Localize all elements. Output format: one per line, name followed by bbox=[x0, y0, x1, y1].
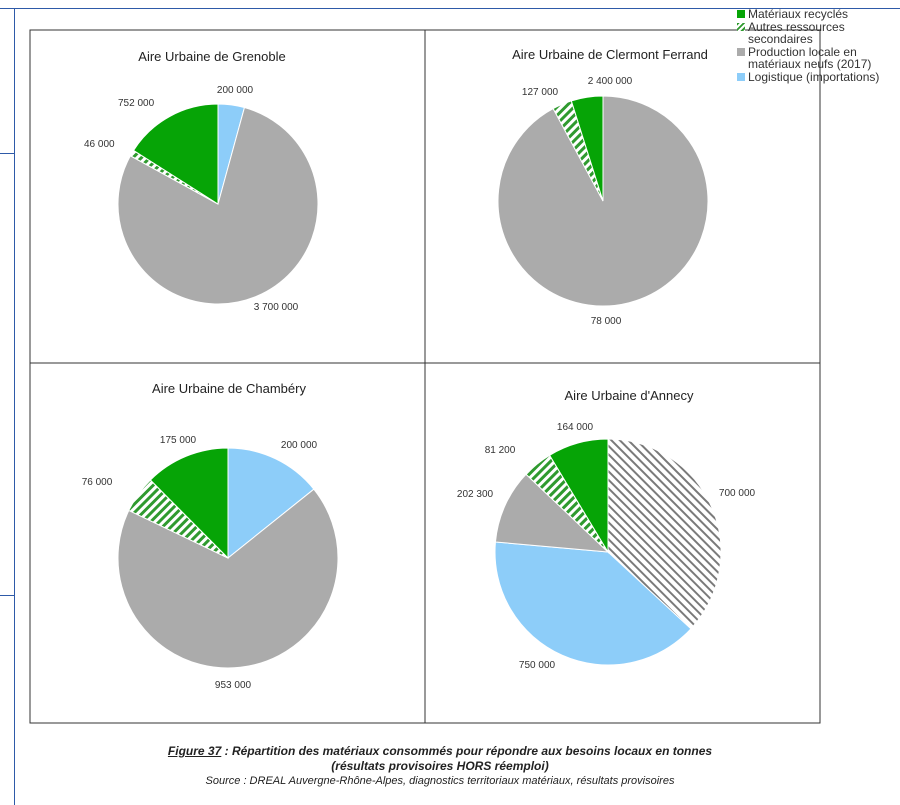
slice-label-clermont-recycled: 127 000 bbox=[522, 87, 559, 98]
pie-slice-grenoble-recycled bbox=[132, 103, 219, 205]
pie-slice-annecy-recycled bbox=[548, 438, 609, 554]
legend-label-local: Production locale en matériaux neufs (20… bbox=[748, 45, 872, 71]
slice-label-annecy-logistics: 750 000 bbox=[519, 660, 556, 671]
legend-item-logistics: Logistique (importations) bbox=[737, 71, 900, 83]
slice-label-clermont-local: 2 400 000 bbox=[588, 76, 633, 87]
slice-label-annecy-local: 202 300 bbox=[457, 489, 494, 500]
page-rule-top bbox=[0, 8, 900, 9]
panel-frames bbox=[29, 29, 821, 724]
legend-label-logistics: Logistique (importations) bbox=[748, 70, 880, 84]
slice-label-chambery-logistics: 200 000 bbox=[281, 440, 318, 451]
legend-item-recycled: Matériaux recyclés bbox=[737, 8, 900, 20]
legend-item-local: Production locale en matériaux neufs (20… bbox=[737, 46, 900, 70]
pie-slice-annecy-logistics bbox=[494, 541, 692, 666]
slice-label-grenoble-logistics: 200 000 bbox=[217, 85, 254, 96]
caption-line-2: (résultats provisoires HORS réemploi) bbox=[331, 759, 549, 773]
slice-label-chambery-local: 953 000 bbox=[215, 680, 252, 691]
chart-title-annecy: Aire Urbaine d'Annecy bbox=[565, 388, 694, 403]
legend-swatch-secondary bbox=[737, 23, 745, 31]
slice-label-annecy-recycled: 164 000 bbox=[557, 422, 594, 433]
pie-slice-chambery-recycled bbox=[149, 447, 229, 560]
figure-caption: Figure 37 : Répartition des matériaux co… bbox=[30, 744, 850, 788]
pie-slice-annecy-local bbox=[494, 473, 610, 553]
page-rule-left bbox=[14, 8, 15, 805]
chart-legend: Matériaux recyclés Autres ressources sec… bbox=[737, 8, 900, 84]
pie-slice-chambery-local bbox=[117, 488, 339, 669]
slice-label-clermont-secondary: 78 000 bbox=[591, 316, 622, 327]
chart-title-grenoble: Aire Urbaine de Grenoble bbox=[138, 49, 285, 64]
legend-label-recycled: Matériaux recyclés bbox=[748, 7, 849, 21]
caption-source: Source : DREAL Auvergne-Rhône-Alpes, dia… bbox=[205, 775, 675, 787]
pie-slice-annecy-imports_hatch bbox=[607, 438, 722, 630]
slice-label-grenoble-recycled: 752 000 bbox=[118, 98, 155, 109]
page-rule-stub bbox=[0, 595, 14, 596]
pie-slice-chambery-logistics bbox=[227, 447, 315, 560]
caption-line-1: Figure 37 : Répartition des matériaux co… bbox=[30, 744, 850, 759]
caption-text-1: : Répartition des matériaux consommés po… bbox=[221, 744, 713, 758]
legend-label-secondary: Autres ressources secondaires bbox=[748, 20, 845, 46]
legend-swatch-logistics bbox=[737, 73, 745, 81]
legend-swatch-recycled bbox=[737, 10, 745, 18]
chart-title-chambery: Aire Urbaine de Chambéry bbox=[152, 381, 306, 396]
slice-label-chambery-secondary: 76 000 bbox=[82, 477, 113, 488]
pie-slice-grenoble-local bbox=[117, 106, 319, 305]
legend-swatch-local bbox=[737, 48, 745, 56]
chart-title-clermont: Aire Urbaine de Clermont Ferrand bbox=[512, 47, 708, 62]
legend-item-secondary: Autres ressources secondaires bbox=[737, 21, 900, 45]
slice-label-annecy-secondary: 81 200 bbox=[485, 445, 516, 456]
slice-label-grenoble-secondary: 46 000 bbox=[84, 139, 115, 150]
slice-label-chambery-recycled: 175 000 bbox=[160, 435, 197, 446]
slice-label-grenoble-local: 3 700 000 bbox=[254, 302, 299, 313]
page-rule-stub bbox=[0, 153, 14, 154]
figure-reference: Figure 37 bbox=[167, 744, 222, 758]
pie-slice-clermont-recycled bbox=[570, 95, 604, 202]
slice-label-annecy-imports_hatch: 700 000 bbox=[719, 488, 756, 499]
